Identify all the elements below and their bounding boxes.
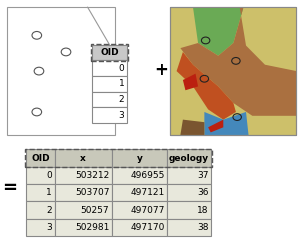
Bar — [92, 107, 127, 123]
Bar — [167, 219, 211, 236]
Text: 0: 0 — [119, 64, 124, 73]
Text: 502981: 502981 — [75, 223, 109, 232]
Bar — [54, 167, 112, 184]
Text: 3: 3 — [119, 111, 124, 120]
Bar — [26, 184, 54, 201]
Text: +: + — [154, 61, 168, 79]
Text: 2: 2 — [119, 95, 124, 104]
Bar — [112, 201, 167, 219]
Bar — [26, 149, 54, 167]
Text: 37: 37 — [197, 171, 209, 180]
Bar — [167, 184, 211, 201]
Polygon shape — [208, 120, 223, 132]
Bar — [25, 149, 212, 167]
Text: 497170: 497170 — [131, 223, 165, 232]
Bar — [112, 184, 167, 201]
Polygon shape — [193, 7, 244, 56]
Bar — [92, 76, 127, 92]
Bar — [92, 60, 127, 76]
Bar — [112, 219, 167, 236]
Polygon shape — [177, 52, 236, 120]
Bar — [167, 149, 211, 167]
Text: 1: 1 — [119, 79, 124, 88]
Text: x: x — [80, 154, 86, 163]
Bar — [54, 219, 112, 236]
Bar — [54, 201, 112, 219]
Bar — [170, 7, 296, 135]
Bar — [54, 149, 112, 167]
Text: 3: 3 — [46, 223, 52, 232]
Bar — [26, 201, 54, 219]
Bar — [167, 167, 211, 184]
Bar — [112, 149, 167, 167]
Text: 496955: 496955 — [131, 171, 165, 180]
Polygon shape — [183, 74, 198, 90]
Text: 503707: 503707 — [75, 188, 109, 197]
Polygon shape — [240, 7, 296, 71]
Bar — [112, 167, 167, 184]
Bar — [26, 219, 54, 236]
Text: 0: 0 — [46, 171, 52, 180]
Text: 497077: 497077 — [131, 206, 165, 215]
Text: 36: 36 — [197, 188, 209, 197]
Text: 503212: 503212 — [75, 171, 109, 180]
Polygon shape — [204, 112, 249, 135]
Text: 2: 2 — [47, 206, 52, 215]
Bar — [7, 7, 115, 135]
Text: 50257: 50257 — [81, 206, 109, 215]
Text: geology: geology — [169, 154, 209, 163]
Bar — [170, 7, 296, 135]
Bar — [54, 184, 112, 201]
Text: OID: OID — [31, 154, 50, 163]
Polygon shape — [180, 120, 204, 135]
Text: 497121: 497121 — [131, 188, 165, 197]
Bar — [92, 45, 127, 60]
Polygon shape — [180, 7, 296, 116]
Text: 18: 18 — [197, 206, 209, 215]
Text: y: y — [137, 154, 142, 163]
Bar — [167, 201, 211, 219]
Text: =: = — [2, 179, 17, 197]
Text: OID: OID — [100, 48, 119, 57]
Bar — [26, 167, 54, 184]
Bar — [91, 44, 128, 61]
Bar — [92, 92, 127, 107]
Text: 38: 38 — [197, 223, 209, 232]
Text: 1: 1 — [46, 188, 52, 197]
